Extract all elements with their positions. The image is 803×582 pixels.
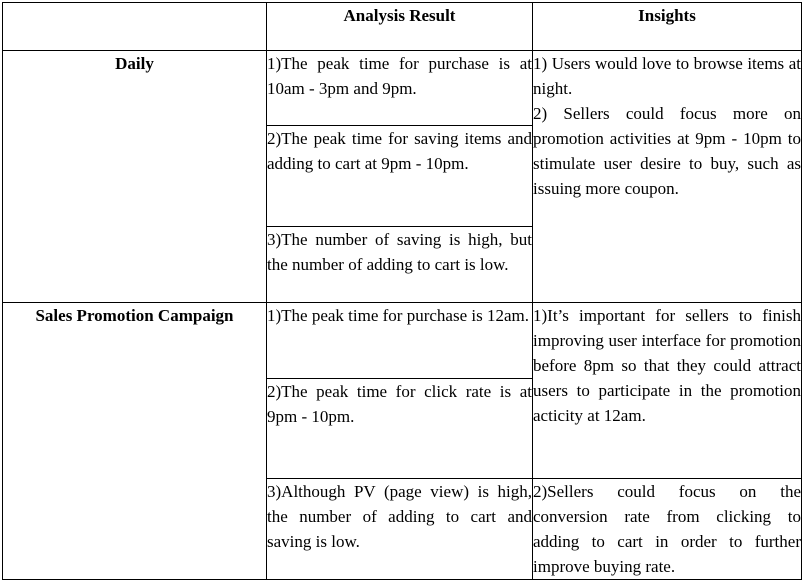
daily-result-3: 3)The number of saving is high, but the … [266, 226, 533, 303]
daily-insights-cell: 1) Users would love to browse items at n… [532, 50, 802, 303]
campaign-result-3: 3)Although PV (page view) is high, the n… [266, 478, 533, 580]
campaign-result-1: 1)The peak time for purchase is 12am. [266, 302, 533, 379]
campaign-insight-2-cell: 2)Sellers could focus on the conversion … [532, 478, 802, 580]
table-row: Daily 1)The peak time for purchase is at… [2, 50, 802, 303]
campaign-row-label: Sales Promotion Campaign [2, 302, 267, 580]
daily-insight-2: 2) Sellers could focus more on promotion… [533, 104, 801, 198]
table-row: Sales Promotion Campaign 1)The peak time… [2, 302, 802, 580]
daily-result-2: 2)The peak time for saving items and add… [266, 125, 533, 227]
table-row: 3)The number of saving is high, but the … [3, 226, 802, 303]
daily-insight-1: 1) Users would love to browse items at n… [533, 54, 801, 98]
campaign-insight-1-cell: 1)It’s important for sellers to finish i… [532, 302, 802, 479]
table-row: 3)Although PV (page view) is high, the n… [3, 478, 802, 580]
campaign-result-2: 2)The peak time for click rate is at 9pm… [266, 378, 533, 479]
daily-row-label: Daily [2, 50, 267, 303]
table-row: 2)The peak time for saving items and add… [3, 125, 802, 227]
campaign-insight-2: 2)Sellers could focus on the conversion … [533, 482, 801, 576]
header-row: Analysis Result Insights [2, 2, 802, 51]
insights-header: Insights [532, 2, 802, 51]
corner-header [2, 2, 267, 51]
campaign-insight-1: 1)It’s important for sellers to finish i… [533, 306, 801, 425]
analysis-result-header: Analysis Result [266, 2, 533, 51]
table-row: 2)The peak time for click rate is at 9pm… [3, 378, 802, 479]
daily-result-1: 1)The peak time for purchase is at 10am … [266, 50, 533, 126]
